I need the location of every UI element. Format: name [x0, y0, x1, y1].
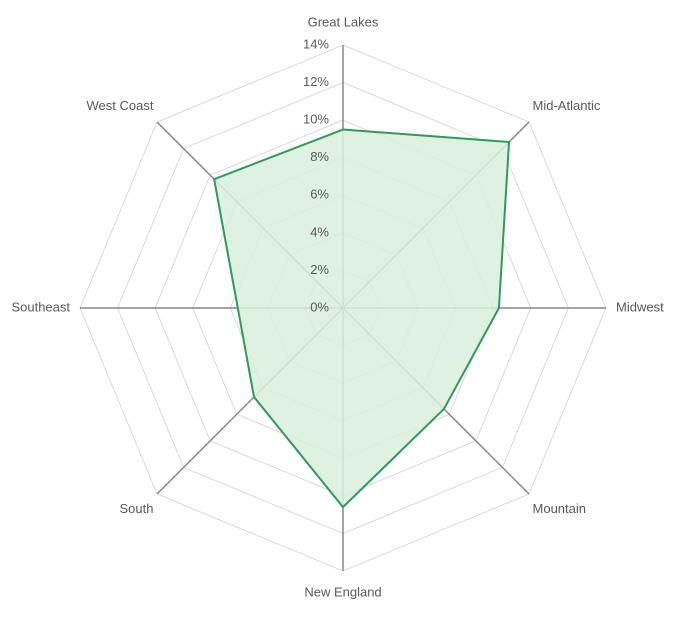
- category-label: Mountain: [533, 501, 586, 516]
- y-tick-label: 0%: [310, 299, 329, 314]
- category-label: Southeast: [11, 299, 70, 314]
- y-tick-label: 6%: [310, 187, 329, 202]
- y-tick-label: 4%: [310, 224, 329, 239]
- y-tick-label: 2%: [310, 262, 329, 277]
- y-tick-label: 12%: [303, 74, 329, 89]
- series-area: [213, 128, 511, 509]
- category-label: Mid-Atlantic: [533, 98, 601, 113]
- y-tick-label: 10%: [303, 112, 329, 127]
- category-label: South: [119, 501, 153, 516]
- category-label: New England: [304, 584, 381, 599]
- category-label: West Coast: [87, 98, 154, 113]
- y-tick-label: 8%: [310, 149, 329, 164]
- category-label: Midwest: [616, 299, 664, 314]
- y-tick-label: 14%: [303, 36, 329, 51]
- category-label: Great Lakes: [308, 14, 379, 29]
